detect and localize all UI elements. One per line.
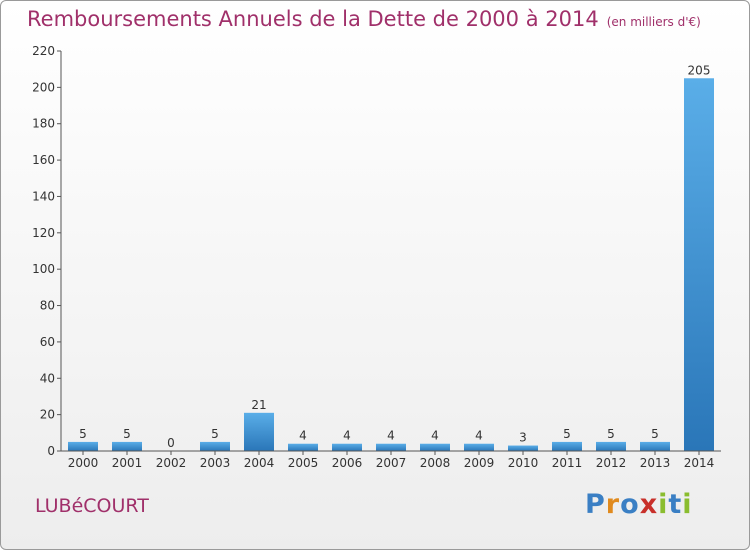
bar-value-label: 3 xyxy=(519,431,527,445)
bar-value-label: 5 xyxy=(563,427,571,441)
x-tick-label: 2014 xyxy=(684,456,715,470)
bar-value-label: 5 xyxy=(651,427,659,441)
bar xyxy=(244,412,274,451)
y-tick-label: 200 xyxy=(32,80,55,94)
x-tick-label: 2012 xyxy=(596,456,627,470)
y-axis: 0 20 40 60 80 100 120 140 160 180 200 220 xyxy=(32,44,62,458)
y-tick-label: 180 xyxy=(32,117,55,131)
x-axis: 2000 2001 2002 2003 2004 2005 2006 2007 2008 2009… xyxy=(61,450,721,470)
y-tick-label: 80 xyxy=(40,299,55,313)
bar-value-label: 4 xyxy=(431,429,439,443)
x-tick-label: 2010 xyxy=(508,456,539,470)
bar-value-label: 205 xyxy=(688,63,711,77)
bar-value-label: 4 xyxy=(299,429,307,443)
logo-letter: x xyxy=(639,489,659,520)
x-tick-label: 2003 xyxy=(200,456,231,470)
x-tick-label: 2006 xyxy=(332,456,363,470)
bar xyxy=(68,441,98,451)
logo-letter: t xyxy=(668,489,683,520)
y-tick-label: 160 xyxy=(32,153,55,167)
y-tick-label: 0 xyxy=(47,444,55,458)
x-tick-label: 2004 xyxy=(244,456,275,470)
bars-group: 5 5 0 5 21 4 4 4 4 4 3 5 5 5 205 xyxy=(68,63,714,451)
bar-value-label: 5 xyxy=(211,427,219,441)
y-tick-label: 60 xyxy=(40,335,55,349)
bar xyxy=(200,441,230,451)
bar-value-label: 4 xyxy=(387,429,395,443)
bar xyxy=(332,443,362,451)
bar xyxy=(508,445,538,451)
x-tick-label: 2011 xyxy=(552,456,583,470)
bar xyxy=(112,441,142,451)
y-tick-label: 120 xyxy=(32,226,55,240)
bar-value-label: 0 xyxy=(167,436,175,450)
bar xyxy=(420,443,450,451)
bar-value-label: 5 xyxy=(607,427,615,441)
bar-value-label: 5 xyxy=(79,427,87,441)
bar xyxy=(376,443,406,451)
x-tick-label: 2002 xyxy=(156,456,187,470)
bar-value-label: 4 xyxy=(475,429,483,443)
logo-letter: P xyxy=(585,489,606,520)
logo-letter: i xyxy=(682,489,693,520)
x-tick-label: 2005 xyxy=(288,456,319,470)
town-name: LUBéCOURT xyxy=(35,495,149,517)
chart-unit: (en milliers d'€) xyxy=(606,15,701,29)
bar xyxy=(288,443,318,451)
x-tick-label: 2013 xyxy=(640,456,671,470)
bar xyxy=(552,441,582,451)
x-tick-label: 2008 xyxy=(420,456,451,470)
chart-title: Remboursements Annuels de la Dette de 20… xyxy=(27,7,701,31)
x-tick-label: 2007 xyxy=(376,456,407,470)
chart-title-text: Remboursements Annuels de la Dette de 20… xyxy=(27,7,599,31)
y-tick-label: 20 xyxy=(40,408,55,422)
proxiti-logo: Proxiti xyxy=(585,489,693,520)
y-tick-label: 140 xyxy=(32,189,55,203)
y-tick-label: 40 xyxy=(40,371,55,385)
y-tick-label: 100 xyxy=(32,262,55,276)
x-tick-label: 2000 xyxy=(68,456,99,470)
bar xyxy=(684,78,714,451)
logo-letter: r xyxy=(605,489,621,520)
bar xyxy=(464,443,494,451)
x-tick-label: 2009 xyxy=(464,456,495,470)
bar xyxy=(596,441,626,451)
bar-value-label: 21 xyxy=(251,398,266,412)
logo-letter: i xyxy=(658,489,669,520)
bar-value-label: 5 xyxy=(123,427,131,441)
logo-letter: o xyxy=(620,489,640,520)
y-tick-label: 220 xyxy=(32,44,55,58)
bar-value-label: 4 xyxy=(343,429,351,443)
bar xyxy=(640,441,670,451)
x-tick-label: 2001 xyxy=(112,456,143,470)
